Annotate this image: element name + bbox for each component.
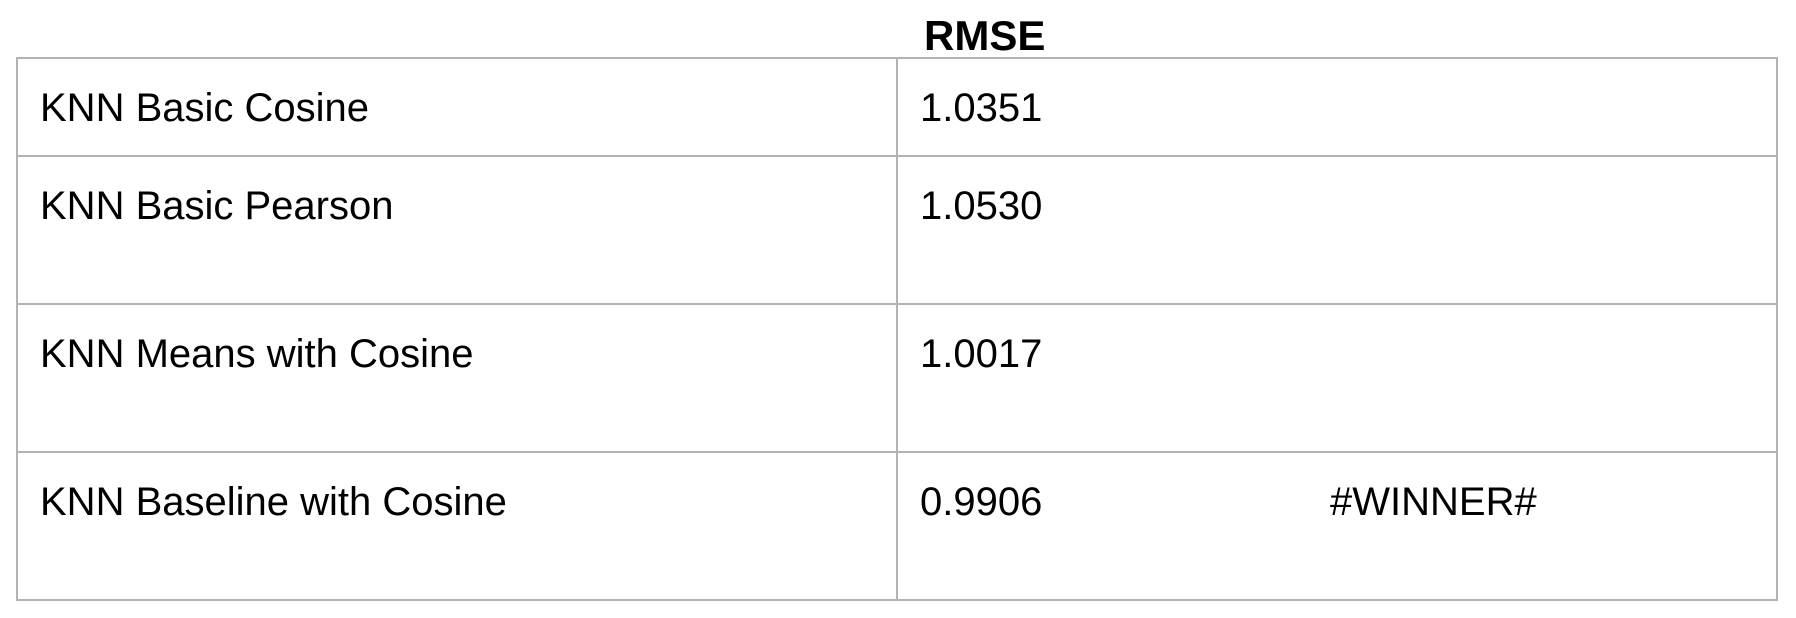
- method-cell: KNN Basic Pearson: [16, 155, 898, 305]
- winner-note: #WINNER#: [1330, 480, 1537, 524]
- method-label: KNN Means with Cosine: [40, 332, 474, 376]
- rmse-value: 1.0351: [920, 86, 1043, 130]
- rmse-results-table: KNN Basic Cosine 1.0351 KNN Basic Pearso…: [16, 57, 1778, 601]
- rmse-value: 1.0017: [920, 332, 1043, 376]
- table-title: RMSE: [924, 12, 1046, 59]
- rmse-value: 0.9906: [920, 480, 1043, 524]
- table-row: KNN Basic Cosine 1.0351: [16, 57, 1778, 157]
- method-cell: KNN Basic Cosine: [16, 57, 898, 157]
- rmse-value: 1.0530: [920, 184, 1043, 228]
- rmse-cell: 1.0351: [896, 57, 1778, 157]
- rmse-cell: 0.9906 #WINNER#: [896, 451, 1778, 601]
- table-row: KNN Baseline with Cosine 0.9906 #WINNER#: [16, 451, 1778, 601]
- method-label: KNN Baseline with Cosine: [40, 480, 507, 524]
- method-cell: KNN Baseline with Cosine: [16, 451, 898, 601]
- method-cell: KNN Means with Cosine: [16, 303, 898, 453]
- rmse-cell: 1.0017: [896, 303, 1778, 453]
- rmse-cell: 1.0530: [896, 155, 1778, 305]
- table-row: KNN Basic Pearson 1.0530: [16, 155, 1778, 305]
- table-row: KNN Means with Cosine 1.0017: [16, 303, 1778, 453]
- method-label: KNN Basic Cosine: [40, 86, 370, 130]
- method-label: KNN Basic Pearson: [40, 184, 394, 228]
- rmse-cell-content: 0.9906 #WINNER#: [898, 453, 1776, 599]
